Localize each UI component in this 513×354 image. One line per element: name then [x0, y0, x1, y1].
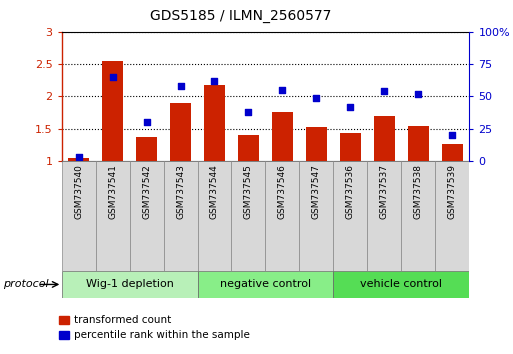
Point [210, 78, 219, 84]
Point [380, 88, 388, 94]
FancyBboxPatch shape [198, 271, 333, 298]
Text: GSM737538: GSM737538 [414, 164, 423, 219]
Text: protocol: protocol [3, 279, 48, 289]
Bar [68, 158, 89, 161]
Bar [408, 126, 428, 161]
FancyBboxPatch shape [62, 271, 198, 298]
Text: Wig-1 depletion: Wig-1 depletion [86, 279, 173, 290]
Bar [442, 144, 463, 161]
Point [108, 74, 116, 80]
Text: GSM737540: GSM737540 [74, 164, 83, 219]
FancyBboxPatch shape [367, 161, 401, 271]
Bar [340, 133, 361, 161]
FancyBboxPatch shape [198, 161, 231, 271]
Point [312, 95, 321, 101]
FancyBboxPatch shape [333, 161, 367, 271]
Bar [102, 61, 123, 161]
Bar [170, 103, 191, 161]
Bar [204, 85, 225, 161]
Point [244, 109, 252, 115]
Bar [238, 135, 259, 161]
Text: GSM737542: GSM737542 [142, 164, 151, 219]
Text: GSM737536: GSM737536 [346, 164, 355, 219]
Bar [306, 127, 327, 161]
Legend: transformed count, percentile rank within the sample: transformed count, percentile rank withi… [56, 313, 252, 343]
FancyBboxPatch shape [333, 271, 469, 298]
Point [279, 87, 287, 93]
Bar [374, 116, 394, 161]
Text: GSM737544: GSM737544 [210, 164, 219, 219]
Text: GDS5185 / ILMN_2560577: GDS5185 / ILMN_2560577 [150, 9, 332, 23]
FancyBboxPatch shape [401, 161, 436, 271]
FancyBboxPatch shape [62, 161, 95, 271]
FancyBboxPatch shape [231, 161, 265, 271]
FancyBboxPatch shape [129, 161, 164, 271]
Point [74, 154, 83, 160]
FancyBboxPatch shape [436, 161, 469, 271]
Text: GSM737541: GSM737541 [108, 164, 117, 219]
Bar [272, 112, 292, 161]
Point [143, 120, 151, 125]
Point [448, 132, 457, 138]
Text: GSM737543: GSM737543 [176, 164, 185, 219]
Point [415, 91, 423, 97]
Text: GSM737546: GSM737546 [278, 164, 287, 219]
Text: vehicle control: vehicle control [361, 279, 442, 290]
Point [346, 104, 354, 110]
FancyBboxPatch shape [265, 161, 300, 271]
FancyBboxPatch shape [164, 161, 198, 271]
Point [176, 83, 185, 89]
Text: GSM737545: GSM737545 [244, 164, 253, 219]
Text: negative control: negative control [220, 279, 311, 290]
Bar [136, 137, 157, 161]
Text: GSM737539: GSM737539 [448, 164, 457, 219]
FancyBboxPatch shape [95, 161, 129, 271]
Text: GSM737547: GSM737547 [312, 164, 321, 219]
Text: GSM737537: GSM737537 [380, 164, 389, 219]
FancyBboxPatch shape [300, 161, 333, 271]
